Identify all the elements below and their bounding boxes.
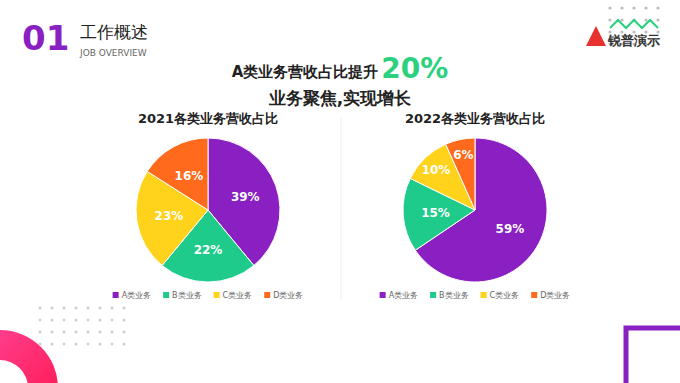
brand-name: 锐普演示 — [607, 33, 660, 48]
chart-title: 2021各类业务营收占比 — [138, 111, 278, 126]
legend-label: D类业务 — [540, 291, 570, 300]
legend-swatch — [113, 292, 119, 298]
deco-dot — [644, 6, 647, 9]
legend-label: B类业务 — [439, 291, 469, 300]
slices — [136, 138, 280, 282]
deco-dot — [99, 343, 102, 346]
deco-dot — [51, 343, 54, 346]
deco-dot — [123, 331, 126, 334]
legend-label: D类业务 — [273, 291, 303, 300]
deco-dot — [39, 307, 42, 310]
decorations — [0, 6, 680, 383]
deco-dot — [111, 343, 114, 346]
deco-dot — [123, 307, 126, 310]
legend-swatch — [481, 292, 487, 298]
deco-dot — [39, 331, 42, 334]
data-labels: 59% 15% 10%6% — [421, 148, 524, 236]
data-label: 23% — [155, 209, 184, 223]
deco-dot — [632, 6, 635, 9]
deco-dot — [39, 319, 42, 322]
data-label: 22% — [194, 243, 223, 257]
headline: A类业务营收占比提升20% — [232, 52, 449, 85]
data-label: 39% — [231, 190, 260, 204]
legend-item: A类业务 — [113, 291, 151, 300]
slide: 01 工作概述 JOB OVERVIEW 锐普演示 A类业务营收占比提升20% 业务聚焦,… — [0, 0, 680, 383]
legend-item: B类业务 — [430, 291, 469, 300]
chart: 2022各类业务营收占比 59% 15% 10%6% A类业务 B类业务 C类业务 D类业务 — [380, 111, 571, 300]
legend-swatch — [264, 292, 270, 298]
brand-icon — [586, 26, 606, 46]
data-label: 16% — [175, 168, 204, 182]
legend: A类业务 B类业务 C类业务 D类业务 — [380, 291, 571, 300]
legend-item: D类业务 — [531, 291, 570, 300]
deco-dot — [75, 319, 78, 322]
deco-dot — [99, 307, 102, 310]
chart: 2021各类业务营收占比 39% 22% 23% 16% A类业务 B类业务 C类业务 D类业务 — [113, 111, 304, 300]
legend: A类业务 B类业务 C类业务 D类业务 — [113, 291, 304, 300]
data-labels: 39% 22% 23% 16% — [155, 168, 260, 256]
slices — [403, 138, 547, 282]
legend-label: C类业务 — [490, 291, 520, 300]
headline-value: 20% — [381, 52, 448, 85]
deco-dot — [75, 331, 78, 334]
legend-item: A类业务 — [380, 291, 418, 300]
legend-label: A类业务 — [389, 291, 418, 300]
section-title: 工作概述 — [80, 22, 148, 42]
deco-ring — [0, 330, 58, 383]
deco-dot — [123, 343, 126, 346]
section-subtitle: JOB OVERVIEW — [79, 48, 147, 58]
chart-title: 2022各类业务营收占比 — [405, 111, 545, 126]
deco-dot — [656, 6, 659, 9]
data-label: 10% — [422, 163, 451, 177]
deco-dot — [51, 331, 54, 334]
deco-dot — [608, 18, 611, 21]
divider — [341, 118, 342, 300]
deco-dot — [87, 343, 90, 346]
data-label: 15% — [421, 206, 450, 220]
legend-item: C类业务 — [214, 291, 253, 300]
deco-dot — [620, 18, 623, 21]
deco-dot — [111, 331, 114, 334]
deco-dot — [75, 343, 78, 346]
deco-dot — [87, 319, 90, 322]
legend-swatch — [380, 292, 386, 298]
brand-mountain — [610, 20, 658, 28]
deco-dot — [63, 331, 66, 334]
legend-item: C类业务 — [481, 291, 520, 300]
deco-dot — [87, 307, 90, 310]
deco-dot — [608, 6, 611, 9]
data-label: 6% — [453, 148, 473, 162]
data-label: 59% — [496, 222, 525, 236]
deco-dot — [620, 6, 623, 9]
headline-text: A类业务营收占比提升 — [232, 63, 379, 81]
deco-dot — [51, 307, 54, 310]
deco-dot — [51, 319, 54, 322]
section-number: 01 — [22, 18, 69, 58]
subheadline: 业务聚焦,实现增长 — [268, 88, 412, 108]
legend-swatch — [531, 292, 537, 298]
legend-item: B类业务 — [163, 291, 202, 300]
deco-dot — [75, 307, 78, 310]
legend-swatch — [163, 292, 169, 298]
legend-label: A类业务 — [122, 291, 151, 300]
deco-dot — [123, 319, 126, 322]
legend-label: B类业务 — [172, 291, 202, 300]
legend-swatch — [430, 292, 436, 298]
deco-dot — [111, 307, 114, 310]
pie-slice — [147, 138, 208, 210]
legend-item: D类业务 — [264, 291, 303, 300]
deco-dot — [111, 319, 114, 322]
legend-label: C类业务 — [223, 291, 253, 300]
deco-dot — [87, 331, 90, 334]
deco-dot — [99, 319, 102, 322]
deco-dot — [656, 18, 659, 21]
legend-swatch — [214, 292, 220, 298]
deco-dot — [63, 319, 66, 322]
deco-dot — [63, 343, 66, 346]
deco-dot — [63, 307, 66, 310]
deco-dot — [644, 18, 647, 21]
deco-dot — [99, 331, 102, 334]
deco-corner — [626, 328, 680, 383]
